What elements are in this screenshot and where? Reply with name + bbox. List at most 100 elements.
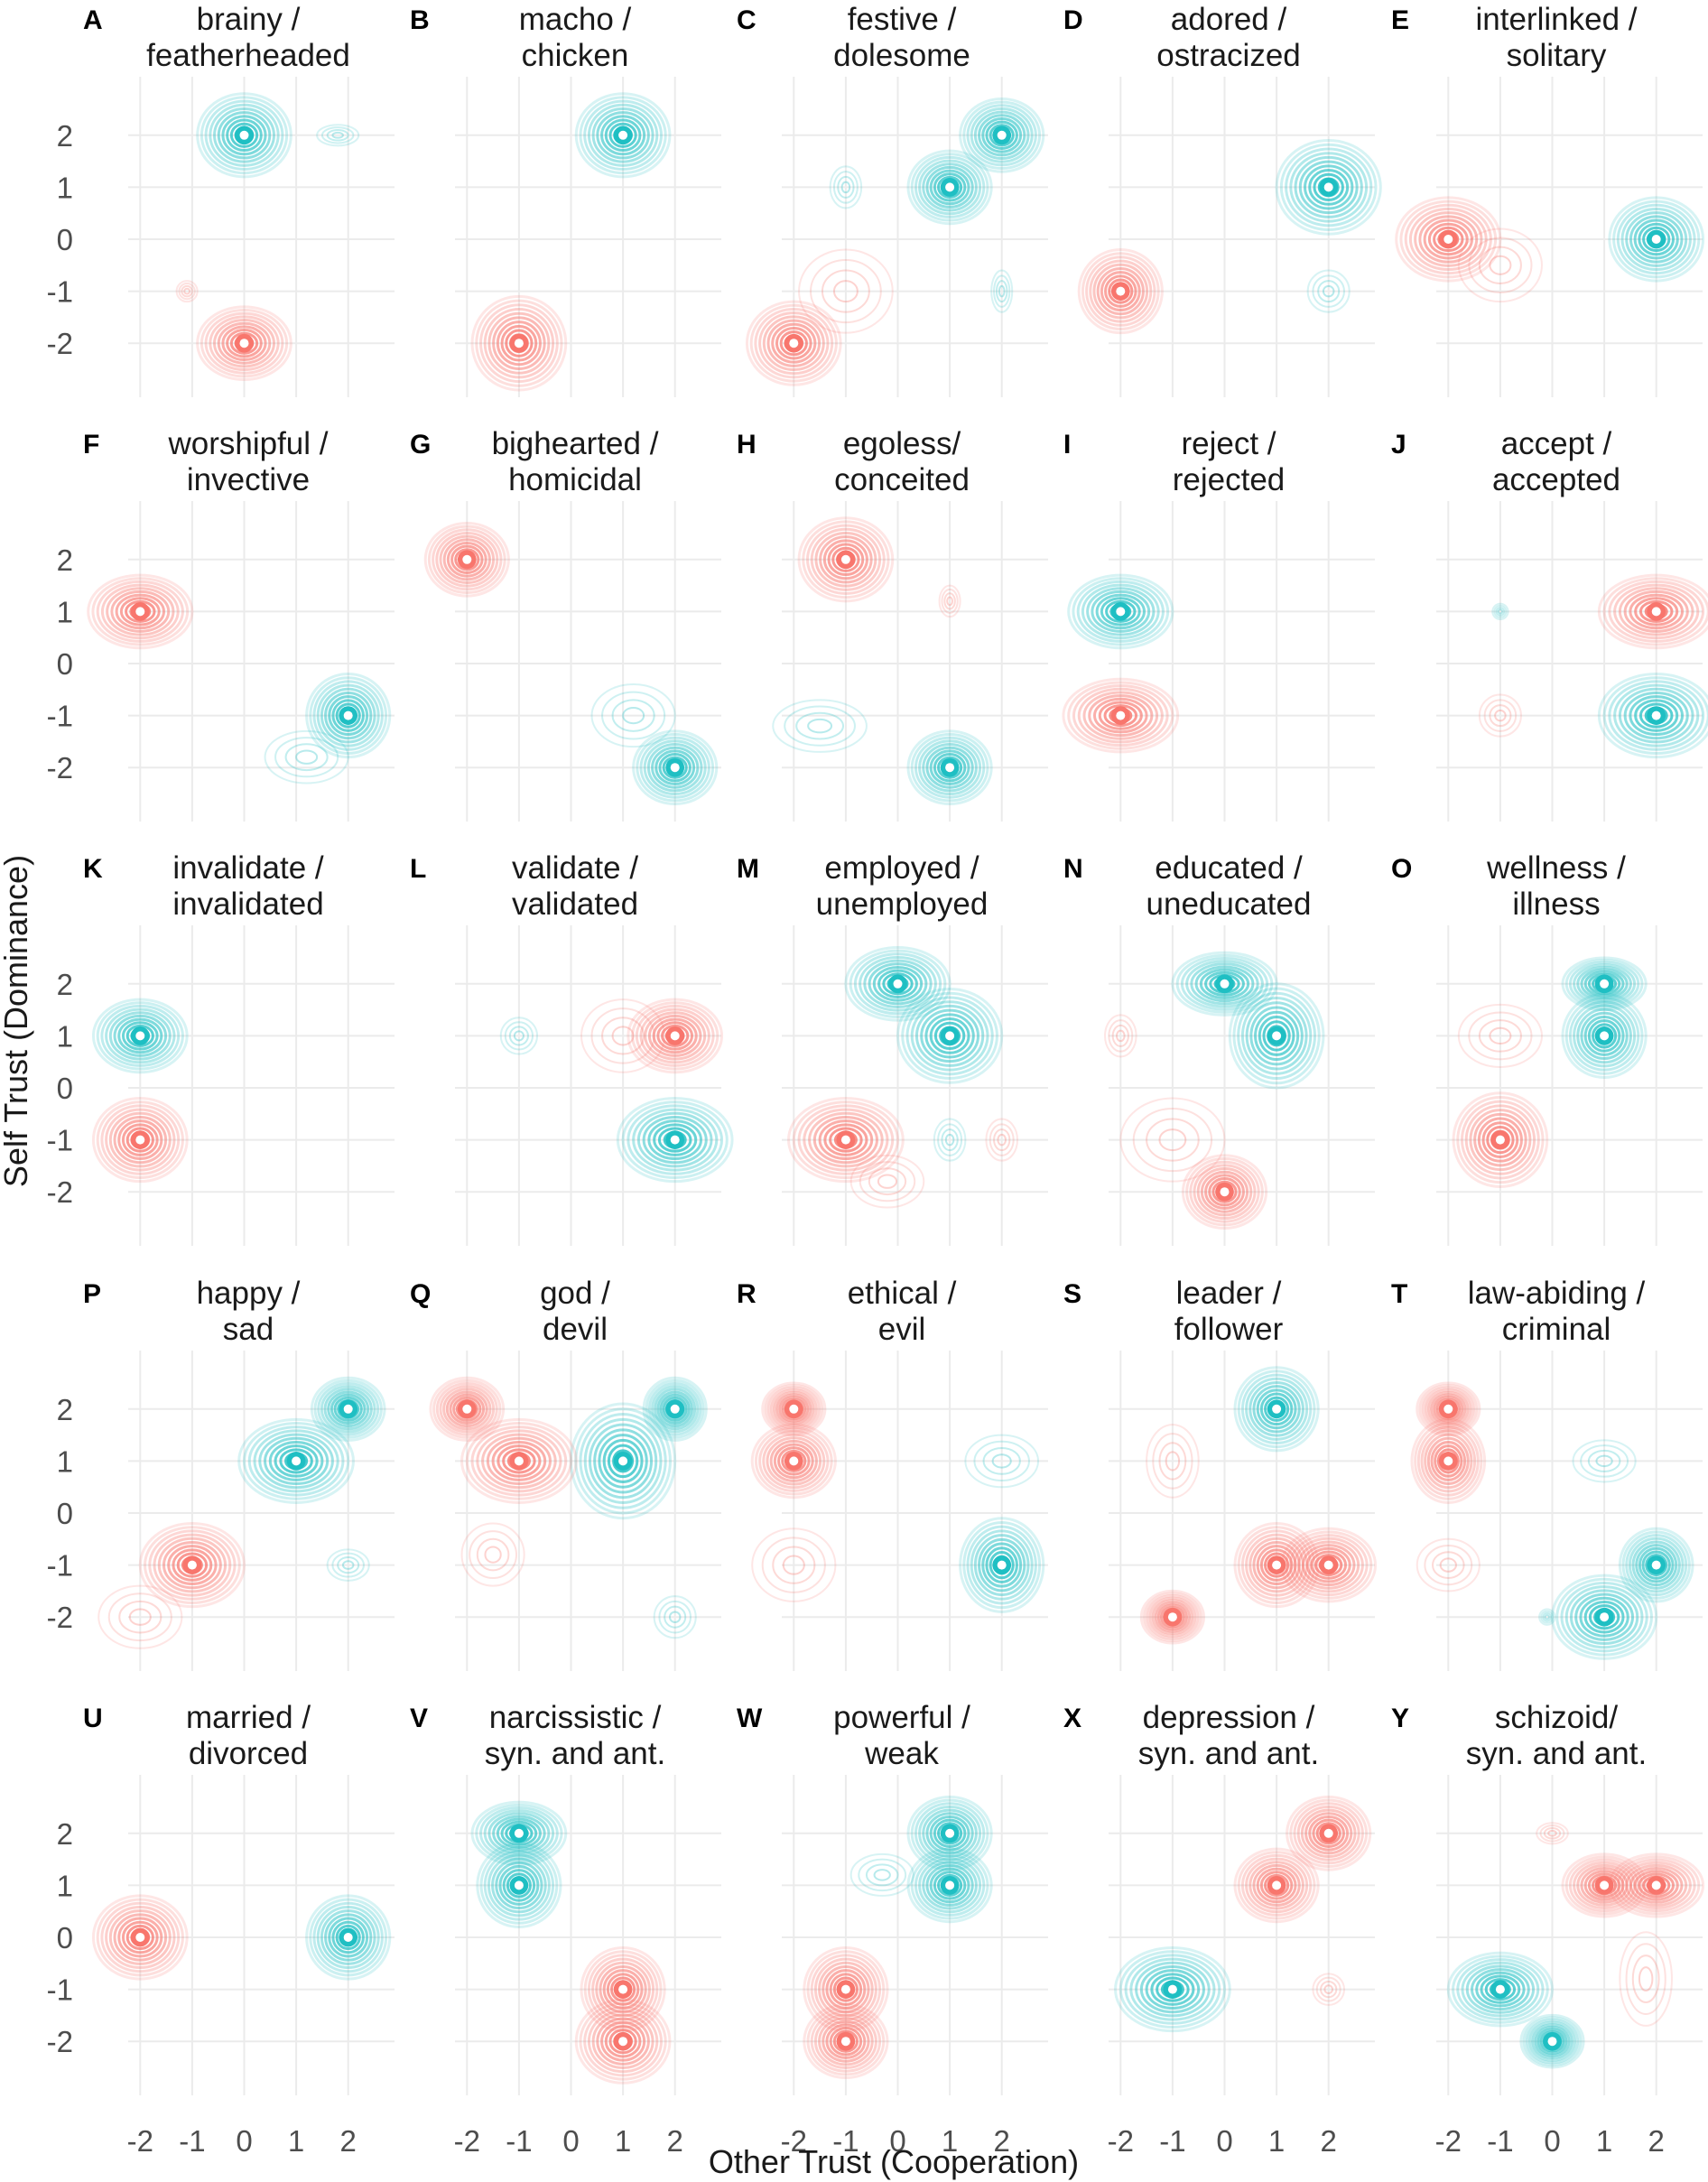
- peak-center-dot: [945, 1880, 955, 1890]
- contour-ring: [647, 1382, 702, 1436]
- x-tick-label: 0: [889, 2124, 905, 2158]
- contour-ring: [331, 1552, 365, 1578]
- contour-ring: [1312, 274, 1345, 308]
- contour-ring: [508, 1026, 529, 1046]
- contour-ring: [1461, 1961, 1540, 2018]
- contour-ring: [1465, 1964, 1536, 2014]
- contour-ring: [966, 104, 1037, 167]
- contour-ring: [896, 988, 1004, 1084]
- x-tick-label: 2: [1648, 2124, 1665, 2158]
- panel-title-line1: reject /: [1181, 426, 1276, 461]
- density-peak-second: [423, 521, 510, 598]
- panel-title-line1: wellness /: [1486, 850, 1626, 886]
- contour-ring: [1569, 1589, 1639, 1646]
- contour-ring: [962, 100, 1042, 170]
- contour-ring: [1542, 1611, 1553, 1622]
- contour-ring: [990, 269, 1014, 313]
- contour-ring: [877, 969, 918, 998]
- contour-ring: [600, 2020, 646, 2062]
- panel-title-line2: chicken: [522, 38, 629, 73]
- contour-ring: [978, 114, 1026, 157]
- contour-ring: [423, 521, 510, 598]
- contour-ring: [264, 1436, 330, 1486]
- contour-ring: [1539, 1825, 1565, 1843]
- contour-ring: [1576, 1007, 1632, 1064]
- contour-ring: [505, 329, 534, 357]
- contour-ring: [989, 1550, 1015, 1580]
- contour-ring: [989, 1123, 1015, 1156]
- contour-ring: [1115, 1029, 1126, 1043]
- contour-ring: [1493, 604, 1508, 618]
- contour-ring: [859, 1161, 916, 1202]
- contour-ring: [495, 1861, 543, 1910]
- contour-ring: [1634, 597, 1679, 627]
- contour-ring: [933, 1021, 966, 1051]
- density-contours: [1446, 1822, 1705, 2069]
- contour-ring: [1580, 968, 1629, 1000]
- contour-ring: [105, 1007, 176, 1064]
- density-contours: [803, 1795, 993, 2080]
- density-peak-second: [1062, 677, 1180, 754]
- density-contours: [1410, 1381, 1694, 1660]
- contour-ring: [312, 680, 384, 751]
- contour-ring: [1619, 1931, 1673, 2027]
- peak-center-dot: [840, 1984, 850, 1994]
- density-peak-first: [1491, 602, 1509, 621]
- contour-ring: [1245, 1857, 1309, 1914]
- contour-ring: [970, 1529, 1034, 1601]
- contour-ring: [1111, 1024, 1129, 1047]
- contour-ring: [105, 1905, 176, 1970]
- density-peak-second: [1619, 1931, 1673, 2027]
- panel-letter: C: [737, 5, 757, 35]
- peak-center-dot: [618, 130, 628, 140]
- peak-center-dot: [670, 1031, 680, 1041]
- contour-ring: [797, 516, 895, 603]
- contour-ring: [914, 1853, 986, 1917]
- density-contours: [787, 945, 1018, 1209]
- density-peak-first: [590, 683, 676, 748]
- contour-ring: [959, 97, 1045, 173]
- density-contours: [87, 573, 392, 785]
- contour-ring: [832, 280, 859, 303]
- density-peak-first: [906, 1847, 993, 1924]
- density-peak-second: [91, 1894, 189, 1981]
- contour-ring: [985, 1118, 1018, 1162]
- peak-center-dot: [135, 607, 145, 617]
- contour-ring: [937, 756, 963, 779]
- panel-letter: P: [83, 1279, 101, 1309]
- contour-ring: [775, 326, 812, 360]
- contour-ring: [1489, 704, 1512, 728]
- contour-ring: [331, 1920, 365, 1955]
- contour-ring: [1254, 1010, 1300, 1062]
- contour-ring: [1564, 959, 1644, 1009]
- contour-ring: [138, 1522, 246, 1609]
- density-peak-first: [1618, 1527, 1694, 1603]
- contour-ring: [1067, 573, 1174, 650]
- contour-ring: [1580, 1444, 1629, 1478]
- contour-ring: [1561, 956, 1648, 1012]
- panel-title-line2: evil: [878, 1312, 926, 1347]
- density-peak-first: [310, 1376, 386, 1442]
- density-peak-first: [829, 165, 863, 209]
- contour-ring: [1477, 1117, 1523, 1163]
- contour-ring: [805, 524, 886, 596]
- peak-center-dot: [1495, 1135, 1505, 1145]
- contour-ring: [1259, 1871, 1294, 1900]
- panel-title-line1: employed /: [824, 850, 979, 886]
- contour-ring: [1478, 1019, 1522, 1053]
- contour-ring: [1573, 1861, 1637, 1910]
- panel-title-line2: invective: [187, 462, 310, 497]
- peak-center-dot: [514, 1828, 524, 1838]
- panel-title-line2: validated: [512, 887, 638, 922]
- contour-ring: [113, 1913, 168, 1962]
- contour-ring: [1623, 691, 1689, 740]
- contour-ring: [107, 1592, 172, 1642]
- contour-ring: [439, 1385, 496, 1434]
- contour-ring: [621, 1100, 729, 1179]
- contour-ring: [1181, 1154, 1268, 1230]
- contour-ring: [1525, 2019, 1580, 2065]
